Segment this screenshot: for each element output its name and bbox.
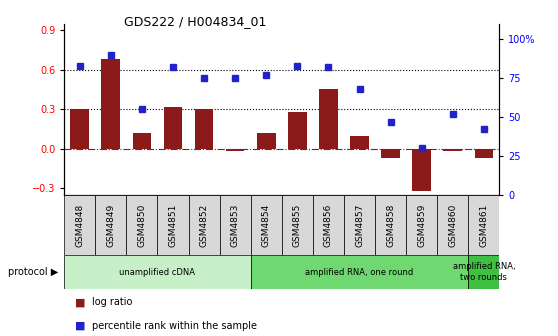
Bar (474, 149, 493, 158)
Bar (468, 255, 499, 289)
Text: GSM4852: GSM4852 (200, 204, 209, 247)
Bar (344, 195, 375, 255)
Bar (102, 59, 120, 149)
Bar (70, 109, 89, 149)
Text: GSM4850: GSM4850 (137, 204, 146, 247)
Bar (195, 109, 213, 149)
Text: GSM4855: GSM4855 (293, 204, 302, 247)
Text: ■: ■ (75, 321, 86, 331)
Text: GSM4854: GSM4854 (262, 204, 271, 247)
Bar (64, 195, 95, 255)
Bar (95, 195, 126, 255)
Bar (444, 149, 462, 152)
Bar (282, 195, 313, 255)
Bar (157, 195, 189, 255)
Bar (189, 195, 220, 255)
Bar (468, 195, 499, 255)
Text: GSM4861: GSM4861 (479, 204, 488, 247)
Bar (251, 255, 468, 289)
Bar (381, 149, 400, 158)
Text: GSM4853: GSM4853 (230, 204, 239, 247)
Bar (257, 133, 276, 149)
Bar (412, 149, 431, 191)
Text: GSM4857: GSM4857 (355, 204, 364, 247)
Text: GSM4860: GSM4860 (448, 204, 457, 247)
Bar (319, 89, 338, 149)
Bar (437, 195, 468, 255)
Text: GDS222 / H004834_01: GDS222 / H004834_01 (124, 15, 267, 28)
Text: GSM4848: GSM4848 (75, 204, 84, 247)
Bar (133, 133, 151, 149)
Bar (406, 195, 437, 255)
Text: GSM4849: GSM4849 (107, 204, 116, 247)
Text: GSM4859: GSM4859 (417, 204, 426, 247)
Text: protocol ▶: protocol ▶ (8, 267, 59, 277)
Text: percentile rank within the sample: percentile rank within the sample (92, 321, 257, 331)
Text: ■: ■ (75, 297, 86, 307)
Text: GSM4851: GSM4851 (169, 204, 177, 247)
Bar (220, 195, 251, 255)
Bar (64, 255, 251, 289)
Text: amplified RNA,
two rounds: amplified RNA, two rounds (453, 262, 515, 282)
Bar (126, 195, 157, 255)
Bar (350, 135, 369, 149)
Bar (313, 195, 344, 255)
Bar (251, 195, 282, 255)
Text: GSM4856: GSM4856 (324, 204, 333, 247)
Bar (288, 112, 307, 149)
Text: GSM4858: GSM4858 (386, 204, 395, 247)
Bar (163, 107, 182, 149)
Text: amplified RNA, one round: amplified RNA, one round (305, 268, 413, 277)
Text: unamplified cDNA: unamplified cDNA (119, 268, 195, 277)
Text: log ratio: log ratio (92, 297, 132, 307)
Bar (226, 149, 244, 152)
Bar (375, 195, 406, 255)
